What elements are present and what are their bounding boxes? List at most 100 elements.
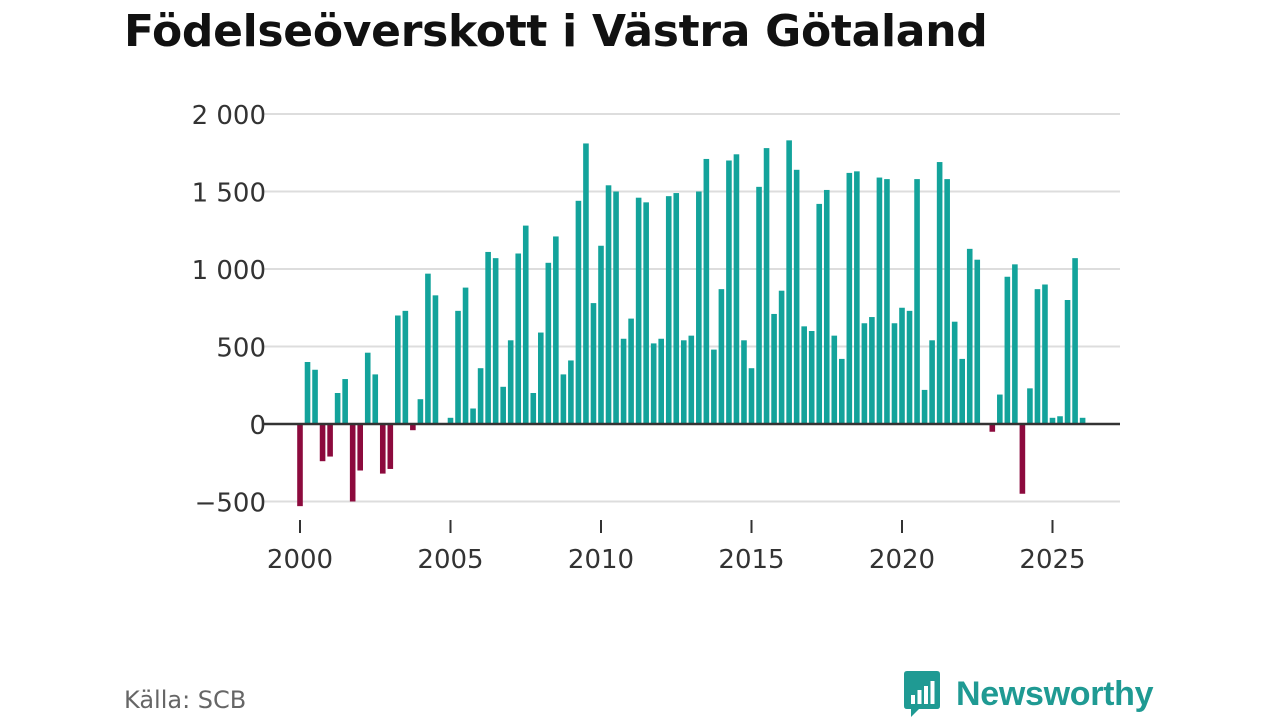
bar-chart-speech-bubble-icon [904, 671, 940, 717]
bar [635, 197, 642, 424]
bar [823, 189, 830, 424]
bar [1064, 300, 1071, 424]
bar [831, 335, 838, 424]
bar [334, 393, 341, 424]
bar [733, 154, 740, 425]
bar [605, 185, 612, 424]
bar [342, 379, 348, 424]
bar [718, 289, 725, 424]
bar [530, 393, 537, 424]
bar [568, 360, 574, 424]
bar [1027, 388, 1033, 424]
bar [966, 248, 973, 424]
bar [680, 340, 687, 424]
x-tick-label: 2005 [417, 545, 483, 575]
bar [899, 307, 905, 424]
bar [854, 171, 860, 424]
y-tick-label: −500 [195, 489, 266, 519]
bar [395, 315, 401, 424]
bar [884, 179, 890, 424]
bar [372, 374, 379, 424]
bar [658, 338, 664, 424]
bar [590, 303, 597, 424]
bar [989, 424, 996, 432]
bar [711, 349, 717, 424]
bar [560, 374, 567, 424]
x-tick-label: 2010 [568, 545, 634, 575]
y-tick-label: 500 [216, 334, 266, 364]
x-tick-label: 2025 [1019, 545, 1085, 575]
newsworthy-logo: Newsworthy [902, 668, 1154, 720]
bar [808, 331, 815, 424]
bar [553, 236, 559, 424]
bar [997, 394, 1003, 424]
bar [545, 262, 552, 424]
x-tick-label: 2000 [267, 545, 333, 575]
y-tick-label: 0 [249, 411, 266, 441]
bar [319, 424, 326, 462]
x-tick-label: 2020 [869, 545, 935, 575]
bar [1079, 417, 1086, 424]
bar [726, 160, 732, 424]
bar [944, 179, 950, 424]
bar [364, 352, 371, 424]
bar [914, 179, 920, 424]
x-tick-label: 2015 [718, 545, 784, 575]
bar [763, 148, 770, 424]
bar [297, 424, 303, 507]
bar [575, 200, 582, 424]
bar [816, 203, 823, 424]
bar [349, 424, 356, 502]
bar [1019, 424, 1026, 494]
bar [869, 317, 875, 424]
bar [861, 323, 868, 424]
bar [1057, 416, 1063, 424]
chart-title: Födelseöverskott i Västra Götaland [124, 6, 988, 57]
brand-name: Newsworthy [956, 674, 1154, 713]
bar [1012, 264, 1018, 424]
bar [665, 196, 672, 424]
bar [455, 310, 461, 424]
bar [688, 335, 695, 424]
bar [402, 310, 409, 424]
bar [432, 295, 439, 424]
bar [327, 424, 333, 457]
bar [756, 186, 762, 424]
bar [620, 338, 627, 424]
bar [741, 340, 747, 424]
bar [304, 362, 311, 424]
bar [1049, 417, 1056, 424]
bar [410, 424, 416, 431]
bar [507, 340, 514, 424]
bar [793, 169, 800, 424]
bar [936, 162, 943, 425]
bar [1072, 258, 1078, 424]
bar [613, 191, 619, 424]
bar [650, 343, 657, 424]
bar [1042, 284, 1048, 424]
bar [891, 323, 898, 424]
bar [1034, 289, 1041, 424]
bar [583, 143, 589, 424]
bar [643, 202, 649, 424]
bar [876, 177, 883, 424]
bar [959, 358, 965, 424]
bar [387, 424, 394, 469]
bar [598, 245, 604, 424]
bar [462, 287, 469, 424]
bar [703, 158, 710, 424]
bar [447, 417, 454, 424]
bar [312, 369, 318, 424]
bar [477, 368, 484, 424]
source-note: Källa: SCB [124, 686, 247, 714]
bar [748, 368, 755, 424]
bar [522, 225, 529, 424]
bar [515, 253, 522, 424]
bar [696, 191, 702, 424]
bar [485, 251, 491, 424]
bar [929, 340, 935, 424]
bar [801, 326, 807, 424]
bar [492, 258, 499, 424]
bar [778, 290, 785, 424]
